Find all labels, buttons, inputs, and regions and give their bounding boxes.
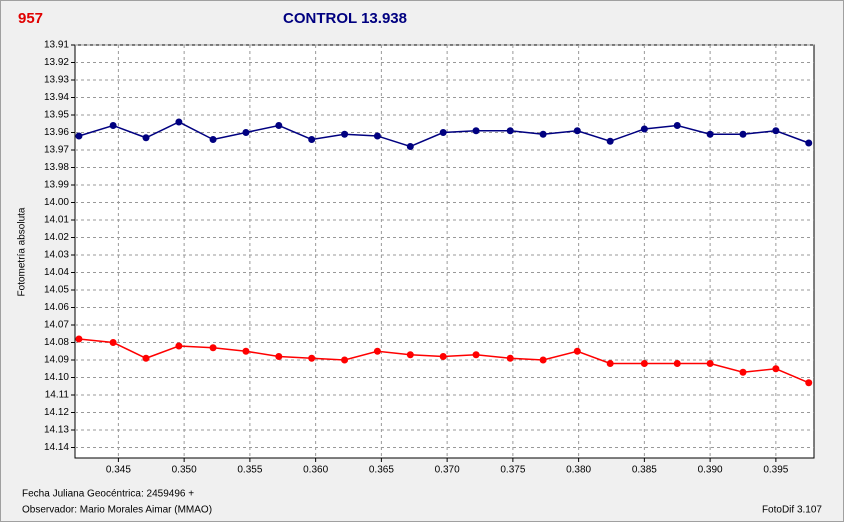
data-point — [706, 360, 714, 367]
y-tick-label: 14.04 — [44, 267, 69, 278]
y-tick-label: 13.99 — [44, 180, 69, 191]
data-point — [373, 347, 381, 355]
data-point — [539, 130, 547, 138]
y-tick-label: 14.01 — [44, 215, 69, 226]
data-point — [175, 342, 183, 350]
data-point — [573, 127, 581, 135]
y-tick-label: 14.06 — [44, 302, 69, 313]
data-point — [706, 130, 714, 138]
data-point — [805, 379, 813, 387]
data-point — [373, 132, 381, 140]
x-tick-label: 0.375 — [500, 465, 525, 476]
data-point — [573, 347, 581, 355]
y-tick-label: 13.91 — [44, 40, 69, 51]
data-point — [739, 368, 747, 376]
data-point — [772, 127, 780, 135]
data-point — [640, 125, 648, 133]
data-point — [341, 356, 349, 364]
x-tick-label: 0.355 — [237, 465, 262, 476]
y-tick-label: 14.13 — [44, 425, 69, 436]
y-tick-label: 13.95 — [44, 110, 69, 121]
y-tick-label: 13.94 — [44, 92, 69, 103]
y-tick-label: 14.09 — [44, 355, 69, 366]
x-tick-label: 0.390 — [698, 465, 723, 476]
data-point — [175, 118, 183, 126]
data-point — [472, 127, 480, 135]
y-tick-label: 14.02 — [44, 232, 69, 243]
x-tick-label: 0.380 — [566, 465, 591, 476]
data-point — [539, 356, 547, 364]
data-point — [109, 339, 117, 346]
y-tick-label: 13.97 — [44, 145, 69, 156]
data-point — [506, 127, 514, 135]
y-tick-label: 14.08 — [44, 337, 69, 348]
data-point — [242, 129, 250, 136]
y-tick-label: 14.14 — [44, 442, 69, 453]
x-tick-label: 0.385 — [632, 465, 657, 476]
data-point — [640, 360, 648, 367]
y-tick-label: 14.05 — [44, 285, 69, 296]
plot-area — [74, 44, 815, 459]
data-point — [739, 130, 747, 138]
data-point — [275, 353, 283, 360]
y-tick-label: 13.92 — [44, 57, 69, 68]
y-tick-label: 13.96 — [44, 127, 69, 138]
data-point — [308, 136, 316, 143]
y-tick-label: 14.00 — [44, 197, 69, 208]
y-axis-label: Fotometría absoluta — [17, 207, 28, 296]
data-point — [506, 354, 514, 362]
data-point — [472, 351, 480, 359]
data-point — [242, 347, 250, 355]
data-point — [606, 360, 614, 367]
y-tick-label: 14.10 — [44, 372, 69, 383]
x-tick-label: 0.360 — [303, 465, 328, 476]
data-point — [75, 335, 83, 343]
footer-text: Observador: Mario Morales Aimar (MMAO) — [22, 505, 212, 516]
data-point — [406, 143, 414, 150]
y-tick-label: 13.93 — [44, 75, 69, 86]
data-point — [673, 360, 681, 367]
data-point — [439, 353, 447, 360]
data-point — [209, 344, 217, 352]
y-tick-label: 14.03 — [44, 250, 69, 261]
x-tick-label: 0.395 — [763, 465, 788, 476]
data-point — [275, 122, 283, 129]
x-tick-label: 0.370 — [435, 465, 460, 476]
data-point — [142, 354, 150, 362]
data-point — [772, 365, 780, 373]
data-point — [142, 134, 150, 142]
y-tick-label: 13.98 — [44, 162, 69, 173]
data-point — [805, 139, 813, 147]
y-tick-label: 14.07 — [44, 320, 69, 331]
y-tick-label: 14.11 — [45, 390, 70, 401]
x-tick-label: 0.350 — [172, 465, 197, 476]
data-point — [406, 351, 414, 359]
data-point — [209, 136, 217, 143]
footer-text: Fecha Juliana Geocéntrica: 2459496 + — [22, 489, 194, 500]
data-point — [439, 129, 447, 136]
data-point — [673, 122, 681, 129]
data-point — [109, 122, 117, 129]
chart-label: 957 — [18, 10, 43, 27]
x-tick-label: 0.345 — [106, 465, 131, 476]
data-point — [308, 354, 316, 362]
chart-title: CONTROL 13.938 — [283, 10, 407, 27]
x-tick-label: 0.365 — [369, 465, 394, 476]
data-point — [341, 130, 349, 138]
y-tick-label: 14.12 — [44, 407, 69, 418]
data-point — [75, 132, 83, 140]
footer-text: FotoDif 3.107 — [762, 505, 822, 516]
data-point — [606, 137, 614, 145]
